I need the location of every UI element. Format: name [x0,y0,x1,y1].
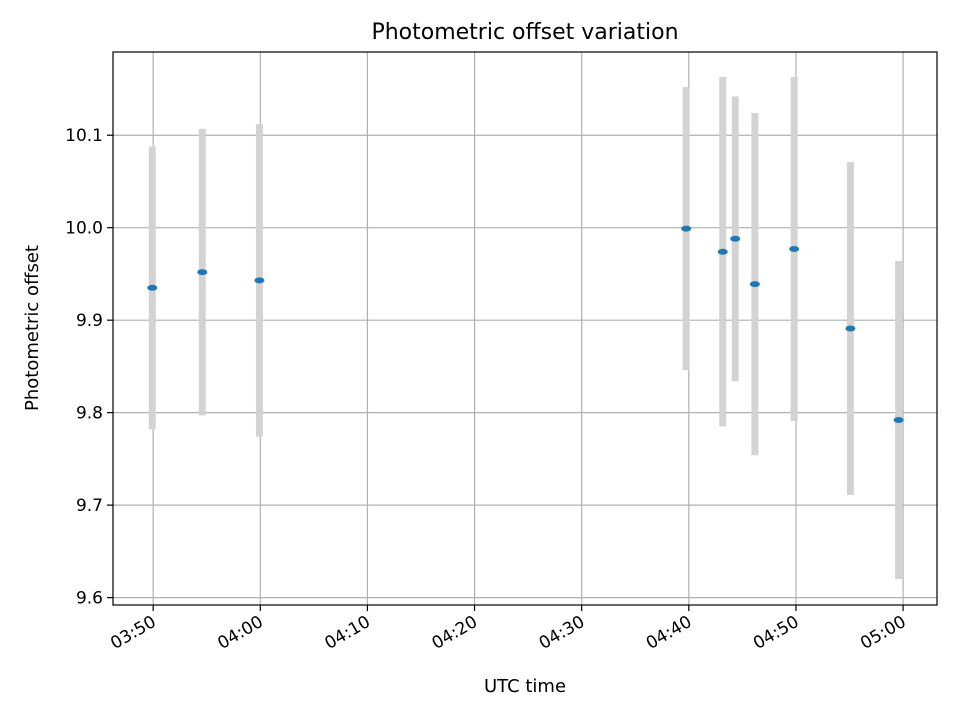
data-point [730,235,741,242]
data-point [147,284,158,291]
y-axis-label: Photometric offset [22,245,43,411]
data-point [789,245,800,252]
data-point [681,225,692,232]
x-tick-label: 04:40 [643,612,695,654]
x-tick-label: 04:00 [214,612,266,654]
x-tick-label: 04:30 [536,612,588,654]
x-axis-ticks: 03:50 04:00 04:10 04:20 04:30 04:40 04:50 05:00 [107,605,910,654]
y-tick-label: 9.9 [76,311,103,331]
plot-frame [112,51,938,606]
chart-title: Photometric offset variation [371,20,678,45]
x-tick-label: 04:50 [750,612,802,654]
data-point [717,248,728,255]
grid [113,52,937,605]
data-points [147,225,904,424]
y-tick-label: 10.0 [65,219,103,239]
y-axis-ticks: 9.6 9.7 9.8 9.9 10.0 10.1 [65,126,113,609]
error-bars [148,76,903,580]
y-tick-label: 9.8 [76,404,103,424]
x-tick-label: 05:00 [857,612,909,654]
x-tick-label: 03:50 [107,612,159,654]
x-tick-label: 04:10 [321,612,373,654]
y-tick-label: 10.1 [65,126,103,146]
data-point [197,269,208,276]
x-axis-label: UTC time [484,676,566,697]
data-point [845,325,856,332]
y-tick-label: 9.7 [76,496,103,516]
data-point [893,417,904,424]
y-tick-label: 9.6 [76,589,103,609]
data-point [749,281,760,288]
data-point [254,277,265,284]
x-tick-label: 04:20 [429,612,481,654]
